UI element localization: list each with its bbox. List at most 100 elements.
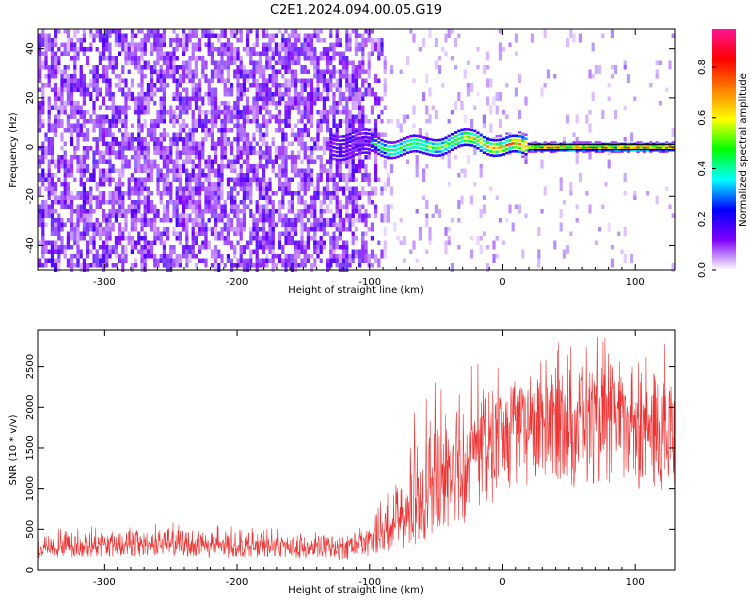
spectrogram-noise-cell [322,245,326,250]
spectrogram-noise-cell [246,258,250,263]
spectrogram-noise-cell [265,209,269,214]
spectrogram-noise-cell [50,74,54,79]
spectrogram-noise-cell [108,182,112,187]
spectrogram-noise-cell [105,119,109,124]
spectrogram-noise-cell [159,33,163,38]
spectrogram-signal-cell [550,148,554,152]
spectrogram-noise-cell [178,200,182,205]
spectrogram-noise-cell [50,249,54,254]
spectrogram-noise-cell [310,114,314,124]
spectrogram-noise-cell [287,141,291,146]
spectrogram-noise-cell [335,164,339,169]
spectrogram-noise-cell [294,222,298,232]
spectrogram-noise-cell [313,195,317,200]
spectrogram-signal-cell [514,150,518,153]
spectrogram-noise-cell [50,213,54,218]
spectrogram-noise-cell [172,200,176,209]
spectrogram-noise-cell [121,92,125,97]
spectrogram-noise-cell [73,222,77,227]
spectrogram-noise-cell [76,78,80,88]
spectrogram-noise-cell [146,200,150,205]
spectrogram-noise-cell [98,119,102,124]
spectrogram-noise-cell [159,38,163,43]
spectrogram-noise-cell [233,110,237,115]
spectrogram-noise-cell [242,213,246,223]
spectrogram-noise-cell [194,218,198,223]
spectrogram-noise-cell [98,155,102,164]
spectrogram-noise-cell [236,87,240,92]
spectrogram-noise-cell [198,78,202,83]
spectrogram-noise-cell [230,168,234,173]
spectrogram-noise-cell [313,74,317,79]
spectrogram-noise-cell [450,29,454,34]
spectrogram-noise-cell [146,38,150,43]
spectrogram-noise-cell [185,236,189,241]
spectrogram-signal-cell [639,142,643,146]
spectrogram-noise-cell [486,65,490,70]
spectrogram-noise-cell [281,47,285,52]
spectrogram-noise-cell [130,249,134,254]
spectrogram-noise-cell [162,186,166,196]
spectrogram-noise-cell [322,240,326,245]
spectrogram-noise-cell [150,218,154,223]
spectrogram-noise-cell [364,78,368,83]
spectrogram-noise-cell [169,110,173,119]
spectrogram-noise-cell [194,200,198,205]
spectrogram-signal-cell [374,139,378,142]
spectrogram-signal-cell [543,144,547,147]
spectrogram-noise-cell [242,186,246,191]
spectrogram-noise-cell [431,213,435,218]
spectrogram-noise-cell [188,200,192,209]
spectrogram-signal-cell [649,141,653,144]
spectrogram-noise-cell [207,33,211,38]
spectrogram-noise-cell [361,65,365,70]
spectrogram-signal-cell [434,146,438,150]
spectrogram-noise-cell [153,128,157,137]
spectrogram-noise-cell [316,132,320,142]
spectrogram-noise-cell [265,119,269,128]
spectrogram-noise-cell [226,258,230,263]
spectrogram-noise-cell [463,69,467,74]
spectrogram-noise-cell [194,186,198,196]
spectrogram-noise-cell [204,123,208,128]
spectrogram-noise-cell [236,177,240,187]
spectrogram-noise-cell [249,47,253,52]
spectrogram-signal-cell [617,147,621,150]
spectrogram-noise-cell [351,204,355,209]
spectrogram-noise-cell [297,191,301,196]
spectrogram-noise-cell [118,236,122,241]
spectrogram-noise-cell [137,96,141,101]
spectrogram-noise-cell [63,105,67,110]
spectrogram-noise-cell [102,173,106,178]
spectrogram-signal-cell [537,142,541,146]
spectrogram-noise-cell [214,119,218,124]
spectrogram-signal-cell [463,143,467,147]
spectrogram-noise-cell [316,191,320,200]
spectrogram-noise-cell [246,263,250,272]
spectrogram-signal-cell [604,145,608,149]
spectrogram-noise-cell [210,123,214,128]
spectrogram-noise-cell [255,105,259,115]
spectrogram-noise-cell [498,51,502,61]
spectrogram-noise-cell [310,101,314,106]
spectrogram-noise-cell [326,123,330,128]
spectrogram-noise-cell [121,132,125,137]
spectrogram-signal-cell [655,145,659,149]
spectrogram-noise-cell [98,29,102,34]
spectrogram-noise-cell [271,254,275,259]
spectrogram-noise-cell [345,227,349,232]
spectrogram-signal-cell [418,143,422,146]
spectrogram-noise-cell [41,123,45,128]
spectrogram-signal-cell [594,150,598,154]
spectrogram-noise-cell [284,222,288,227]
spectrogram-noise-cell [188,150,192,160]
spectrogram-noise-cell [415,164,419,169]
spectrogram-noise-cell [194,74,198,79]
spectrogram-signal-cell [457,133,461,137]
spectrogram-noise-cell [185,186,189,191]
spectrogram-noise-cell [178,222,182,227]
spectrogram-noise-cell [364,114,368,124]
spectrogram-noise-cell [630,254,634,263]
spectrogram-noise-cell [300,240,304,245]
spectrogram-signal-cell [511,138,515,141]
